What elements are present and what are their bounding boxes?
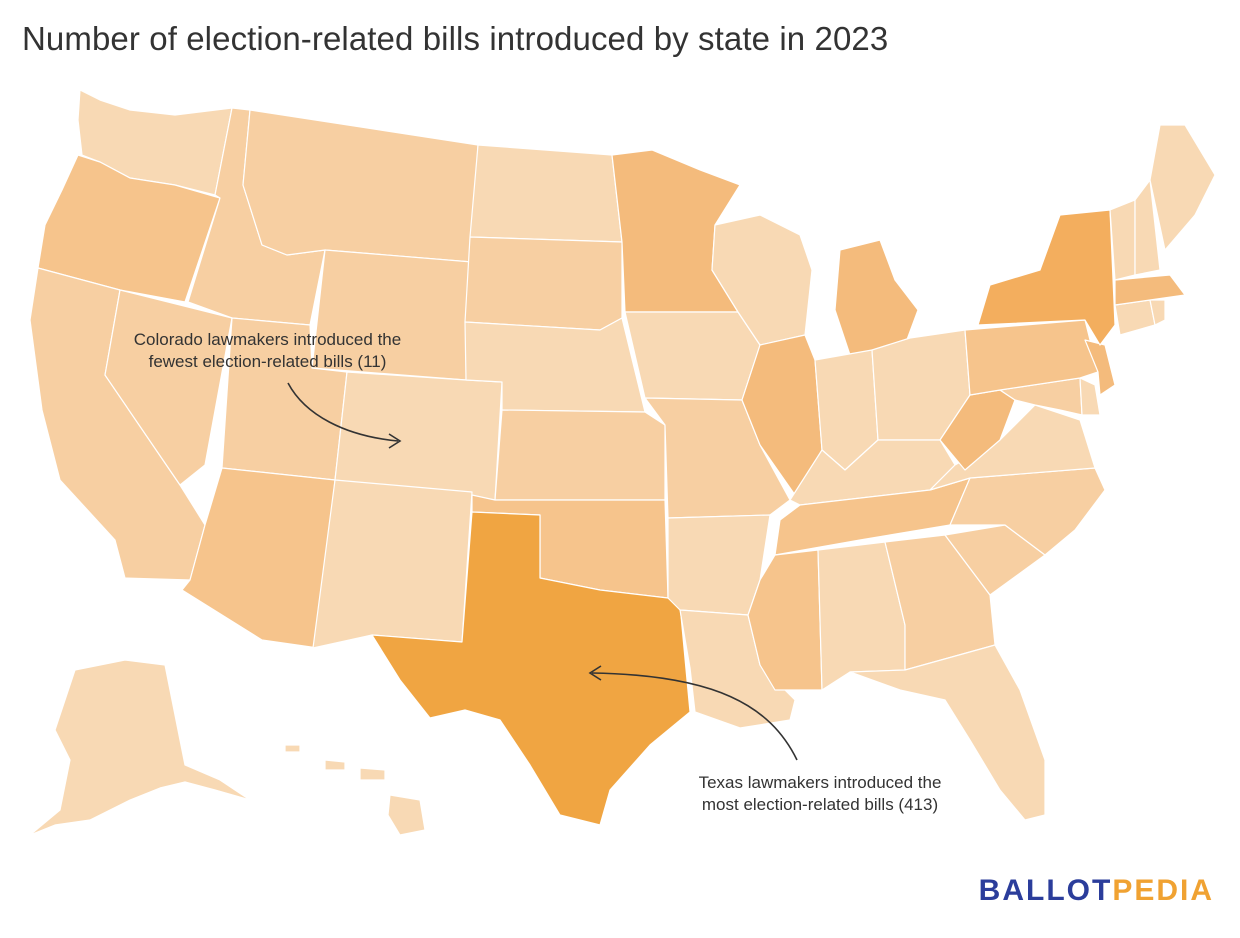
state-texas xyxy=(371,511,691,826)
state-maine xyxy=(1149,124,1216,251)
texas-annotation-arrow xyxy=(591,672,798,761)
state-north-dakota xyxy=(469,144,623,243)
state-new-hampshire xyxy=(1134,179,1161,276)
colorado-arrow-head xyxy=(388,433,402,449)
state-michigan xyxy=(834,239,919,356)
state-iowa xyxy=(624,311,761,401)
state-washington xyxy=(77,89,233,196)
state-nevada xyxy=(104,289,233,486)
state-delaware xyxy=(1079,377,1101,416)
state-florida xyxy=(849,644,1046,821)
state-colorado xyxy=(334,371,503,501)
state-alaska xyxy=(29,659,251,836)
state-kansas xyxy=(494,409,666,501)
state-rhode-island xyxy=(1149,299,1166,326)
colorado-annotation-arrow xyxy=(287,382,399,442)
state-hawaii xyxy=(284,744,426,836)
state-new-mexico xyxy=(312,479,473,649)
state-oregon xyxy=(37,154,221,303)
state-south-dakota xyxy=(464,236,623,331)
colorado-annotation-line2: fewest election-related bills (11) xyxy=(148,352,387,371)
logo-ballot-text: BALLOT xyxy=(978,874,1113,907)
state-vermont xyxy=(1109,199,1136,281)
ballotpedia-logo: BALLOTPEDIA xyxy=(979,874,1214,908)
state-connecticut xyxy=(1114,299,1156,336)
colorado-annotation: Colorado lawmakers introduced the fewest… xyxy=(95,329,440,373)
texas-annotation-line2: most election-related bills (413) xyxy=(701,795,939,814)
state-mississippi xyxy=(747,549,823,691)
map-title: Number of election-related bills introdu… xyxy=(22,20,889,57)
state-new-jersey xyxy=(1084,339,1116,396)
state-massachusetts xyxy=(1114,274,1186,306)
texas-arrow-head xyxy=(588,665,602,681)
state-arizona xyxy=(181,467,336,649)
texas-annotation: Texas lawmakers introduced the most elec… xyxy=(650,772,990,816)
colorado-annotation-line1: Colorado lawmakers introduced the xyxy=(133,330,402,349)
logo-pedia-text: PEDIA xyxy=(1112,874,1214,907)
texas-annotation-line1: Texas lawmakers introduced the xyxy=(698,773,942,792)
state-montana xyxy=(242,109,479,263)
